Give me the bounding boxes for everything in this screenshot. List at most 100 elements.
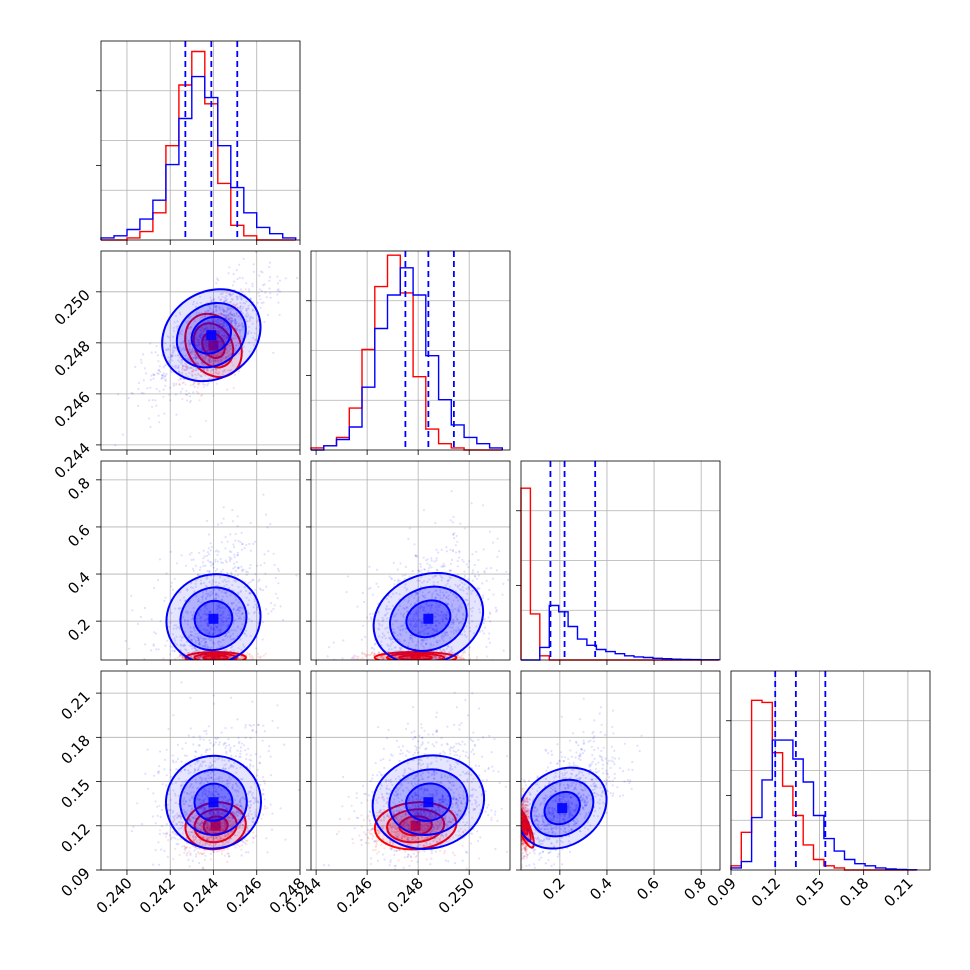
scatter-point — [194, 354, 197, 357]
scatter-point — [483, 570, 486, 573]
scatter-point — [381, 651, 384, 655]
scatter-point — [195, 344, 198, 348]
scatter-point — [234, 580, 237, 583]
scatter-point — [199, 617, 202, 620]
scatter-point — [453, 632, 456, 635]
scatter-point — [195, 302, 199, 305]
scatter-point — [211, 579, 214, 582]
scatter-point — [243, 632, 246, 635]
scatter-point — [223, 662, 225, 664]
scatter-point — [368, 565, 371, 568]
scatter-point — [281, 618, 285, 622]
scatter-point — [144, 643, 147, 646]
scatter-point — [208, 349, 211, 353]
scatter-point — [196, 362, 199, 365]
scatter-point — [452, 621, 455, 624]
scatter-point — [211, 311, 215, 314]
scatter-point — [200, 348, 203, 351]
scatter-point — [409, 623, 412, 626]
scatter-point — [186, 320, 190, 323]
scatter-point — [222, 310, 225, 313]
contour-line — [179, 586, 248, 652]
contour-line — [175, 302, 247, 369]
scatter-point — [201, 361, 204, 364]
scatter-point — [215, 626, 218, 629]
scatter-point — [217, 331, 220, 334]
scatter-point — [459, 655, 462, 659]
scatter-point — [443, 650, 446, 653]
scatter-point — [401, 655, 404, 658]
scatter-point — [452, 621, 455, 624]
scatter-point — [228, 293, 232, 296]
scatter-point — [390, 642, 393, 646]
scatter-point — [218, 339, 221, 343]
scatter-point — [207, 624, 210, 627]
scatter-point — [153, 374, 156, 377]
scatter-point — [192, 662, 194, 664]
scatter-point — [207, 359, 210, 362]
scatter-point — [214, 319, 217, 322]
scatter-point — [188, 345, 191, 348]
scatter-point — [200, 640, 203, 643]
scatter-point — [236, 325, 239, 328]
scatter-point — [194, 582, 197, 585]
scatter-point — [164, 378, 167, 381]
scatter-point — [422, 664, 424, 666]
scatter-point — [264, 513, 268, 516]
scatter-point — [183, 362, 187, 365]
scatter-point — [217, 595, 220, 598]
scatter-point — [230, 603, 233, 606]
scatter-point — [393, 579, 396, 582]
scatter-point — [200, 624, 203, 627]
scatter-point — [225, 595, 228, 598]
scatter-point — [439, 650, 442, 653]
scatter-point — [190, 551, 193, 554]
scatter-point — [425, 643, 428, 646]
scatter-point — [430, 604, 433, 607]
scatter-point — [178, 356, 181, 359]
scatter-point — [203, 629, 207, 632]
scatter-point — [166, 335, 169, 338]
scatter-point — [171, 349, 174, 352]
scatter-point — [369, 586, 372, 590]
scatter-point — [223, 673, 225, 675]
scatter-point — [185, 357, 188, 361]
scatter-point — [185, 640, 188, 643]
pair-content — [124, 493, 298, 677]
contour-line — [184, 650, 247, 660]
scatter-point — [468, 653, 471, 656]
scatter-point — [140, 361, 143, 364]
scatter-point — [211, 592, 214, 595]
scatter-point — [225, 346, 228, 349]
scatter-point — [172, 352, 175, 355]
scatter-point — [175, 562, 179, 565]
scatter-point — [438, 656, 441, 659]
scatter-point — [251, 308, 254, 312]
scatter-point — [213, 320, 216, 324]
scatter-point — [427, 569, 430, 572]
scatter-point — [461, 633, 464, 636]
scatter-point — [385, 662, 387, 664]
scatter-point — [149, 342, 152, 345]
scatter-point — [495, 569, 498, 572]
scatter-point — [258, 288, 261, 291]
scatter-point — [225, 662, 227, 664]
scatter-point — [176, 675, 178, 677]
scatter-point — [238, 263, 241, 266]
scatter-point — [193, 373, 197, 376]
scatter-point — [459, 522, 462, 525]
scatter-point — [402, 661, 404, 663]
scatter-point — [201, 326, 204, 329]
scatter-point — [405, 656, 408, 660]
scatter-point — [181, 365, 184, 368]
scatter-point — [221, 610, 224, 613]
scatter-point — [191, 613, 194, 617]
scatter-point — [224, 620, 227, 624]
scatter-point — [186, 399, 189, 402]
scatter-point — [403, 661, 405, 663]
scatter-point — [170, 611, 173, 615]
scatter-point — [183, 365, 186, 368]
scatter-point — [371, 647, 374, 650]
scatter-point — [235, 311, 238, 314]
scatter-point — [163, 412, 166, 415]
